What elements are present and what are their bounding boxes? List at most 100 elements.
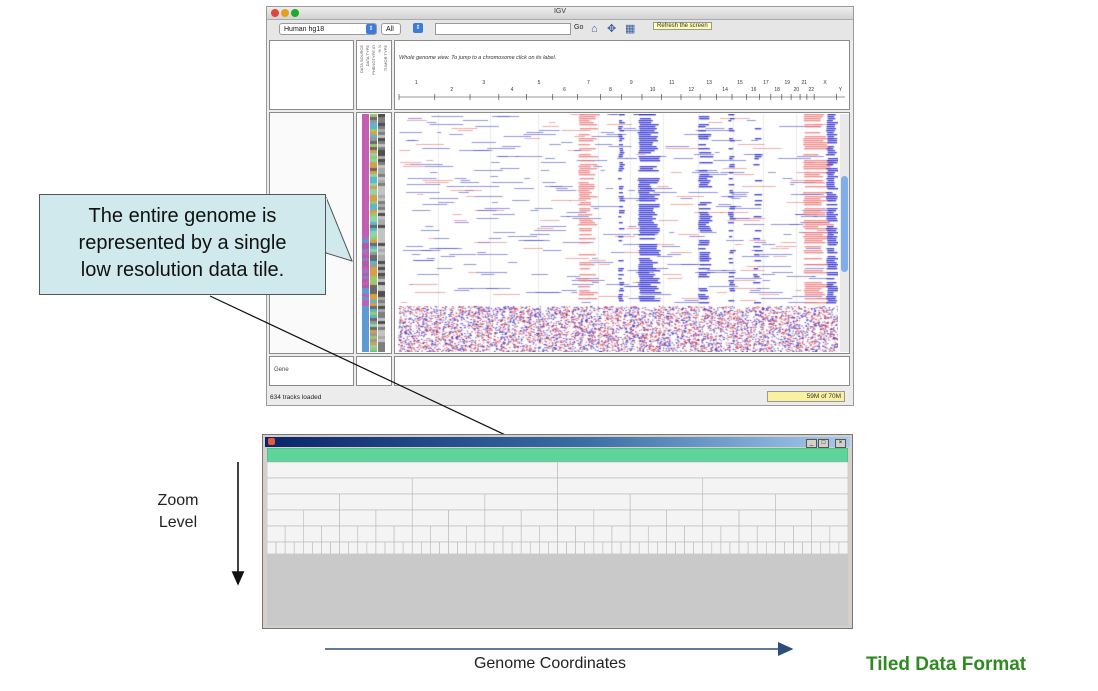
chromosome-label[interactable]: 22 (808, 87, 815, 93)
slide-title: Tiled Data Format (866, 654, 1027, 675)
attribute-header[interactable]: DATA TYPE (365, 45, 370, 67)
go-button[interactable]: Go (574, 24, 584, 31)
callout-line: represented by a single (78, 232, 287, 254)
data-tile (384, 541, 395, 555)
data-tile (539, 541, 549, 555)
data-tile (502, 541, 513, 555)
chromosome-label[interactable]: 3 (482, 80, 486, 86)
attribute-header-panel: DATA SOURCE DATA TYPE PHENOTYPE ID % N T… (356, 40, 392, 110)
chromosome-label[interactable]: 11 (669, 80, 675, 86)
chromosome-label[interactable]: 7 (587, 80, 590, 86)
chromosome-label[interactable]: 17 (763, 80, 769, 86)
vertical-scrollbar[interactable] (840, 114, 849, 352)
copy-number-heatmap[interactable] (398, 114, 838, 352)
data-tile (293, 541, 304, 555)
chromosome-label[interactable]: Y (838, 87, 843, 93)
data-tile (738, 509, 776, 527)
data-tile (720, 525, 740, 543)
chromosome-label[interactable]: 13 (706, 80, 712, 86)
data-tile (557, 509, 595, 527)
data-tile (375, 509, 413, 527)
minimize-button[interactable]: _ (806, 439, 817, 448)
data-tile (629, 509, 667, 527)
attribute-header[interactable]: % N (377, 45, 382, 53)
refresh-icon[interactable]: ▦ (625, 23, 636, 35)
data-tile (402, 541, 413, 555)
callout-text: The entire genome is represented by a si… (40, 203, 325, 284)
data-tile (647, 541, 658, 555)
chromosome-dropdown-arrow[interactable]: ⇕ (385, 23, 431, 35)
minimize-window-icon[interactable] (281, 9, 289, 17)
chromosome-label[interactable]: 8 (609, 87, 612, 93)
chromosome-label[interactable]: 18 (774, 87, 780, 93)
attribute-column-source (362, 114, 369, 352)
data-tile (502, 525, 522, 543)
chromosome-label[interactable]: 15 (737, 80, 743, 86)
locus-search-input[interactable] (435, 23, 571, 35)
data-tile (484, 509, 522, 527)
data-tile (629, 493, 704, 511)
data-tile (693, 541, 704, 555)
chromosome-label[interactable]: 21 (801, 80, 808, 86)
data-tile (321, 541, 331, 555)
chromosome-label[interactable]: 14 (722, 87, 728, 93)
close-button[interactable]: × (835, 439, 846, 448)
chromosome-dropdown[interactable]: All (381, 23, 401, 35)
chromosome-label[interactable]: 2 (450, 87, 454, 93)
memory-indicator: 59M of 70M (767, 391, 845, 402)
data-tile (702, 493, 776, 511)
tile-pyramid (267, 448, 848, 626)
attribute-header[interactable]: DATA SOURCE (359, 45, 364, 74)
data-tile (520, 525, 540, 543)
chromosome-label[interactable]: 9 (629, 80, 633, 86)
attribute-header[interactable]: PHENOTYPE ID (371, 45, 376, 75)
data-tile (484, 541, 495, 555)
gene-track-attr (356, 356, 392, 386)
data-tile (793, 541, 803, 555)
chromosome-label[interactable]: 19 (784, 80, 791, 86)
data-tile (375, 525, 395, 543)
data-tile (638, 541, 649, 555)
data-tile (484, 525, 504, 543)
data-tile (738, 525, 758, 543)
attribute-header[interactable]: TUMOR TYPE (383, 45, 388, 72)
data-tile (575, 525, 595, 543)
tile-window: _ □ × (262, 434, 853, 629)
pan-icon[interactable]: ✥ (607, 23, 617, 35)
data-tile (411, 541, 422, 555)
data-tile (820, 541, 831, 555)
zoom-window-icon[interactable] (291, 9, 299, 17)
chromosome-label[interactable]: 10 (649, 87, 656, 93)
chromosome-label[interactable]: 5 (537, 80, 541, 86)
chromosome-label[interactable]: 4 (510, 87, 514, 93)
data-tile (466, 541, 477, 555)
data-tile (775, 493, 848, 511)
data-tile (529, 541, 540, 555)
data-tile (303, 541, 313, 555)
data-tile (702, 541, 713, 555)
maximize-button[interactable]: □ (818, 439, 829, 448)
chromosome-label[interactable]: 12 (688, 87, 695, 93)
close-window-icon[interactable] (271, 9, 279, 17)
java-app-icon (268, 438, 275, 445)
data-tile (348, 541, 359, 555)
data-tile (267, 541, 277, 555)
data-tile (267, 448, 848, 463)
chromosome-label[interactable]: X (823, 80, 827, 86)
data-tile (747, 541, 758, 555)
chromosome-label[interactable]: 16 (750, 87, 757, 93)
chromosome-label[interactable]: 20 (793, 87, 800, 93)
data-tile (684, 541, 694, 555)
callout-pointer (326, 197, 353, 262)
data-tile (593, 541, 604, 555)
chromosome-label[interactable]: 1 (414, 80, 418, 86)
chromosome-label[interactable]: 6 (563, 87, 566, 93)
data-tile (339, 525, 359, 543)
data-tile (339, 541, 350, 555)
scrollbar-thumb[interactable] (841, 176, 848, 272)
data-tile (829, 525, 848, 543)
data-tile (539, 525, 558, 543)
data-tile (548, 541, 558, 555)
genome-dropdown[interactable]: Human hg18 ⇕ (279, 23, 377, 35)
home-icon[interactable]: ⌂ (591, 23, 598, 35)
